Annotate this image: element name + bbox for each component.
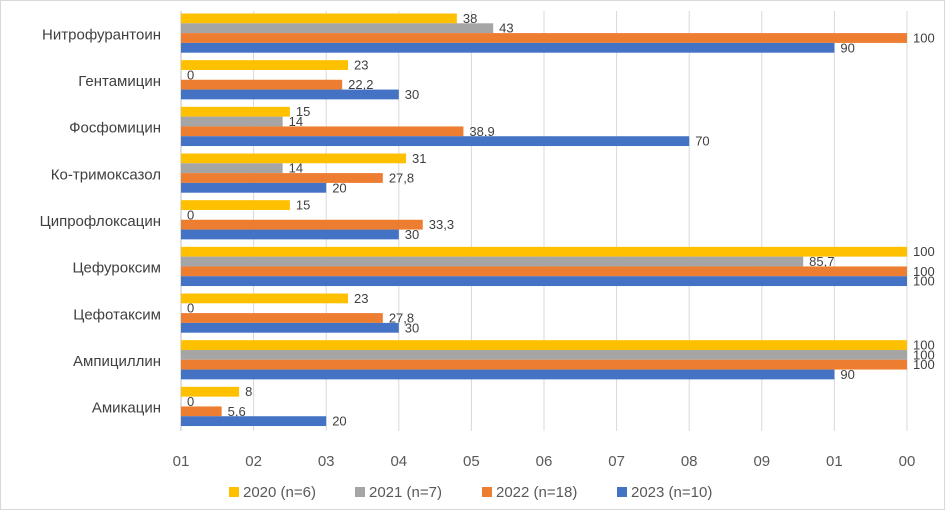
legend-label-2: 2022 (n=18) [496, 484, 577, 501]
x-tick-label-2: 03 [318, 453, 335, 470]
bar-0-6 [181, 293, 348, 304]
data-label-0-7: 100 [913, 338, 935, 353]
category-label-5: Цефуроксим [72, 260, 161, 277]
bar-3-0 [181, 42, 835, 53]
x-tick-label-10: 00 [899, 453, 916, 470]
x-tick-label-4: 05 [463, 453, 480, 470]
bar-3-3 [181, 182, 327, 193]
bar-0-4 [181, 200, 290, 210]
data-label-1-7: 100 [913, 347, 935, 362]
data-label-1-1: 0 [187, 67, 194, 82]
bar-2-8 [181, 406, 222, 417]
x-tick-label-3: 04 [390, 453, 407, 470]
bar-3-8 [181, 416, 327, 427]
bar-0-8 [181, 386, 240, 397]
data-label-1-4: 0 [187, 207, 194, 222]
data-label-1-8: 0 [187, 394, 194, 409]
bar-1-7 [181, 349, 907, 360]
data-label-3-8: 20 [332, 414, 346, 429]
data-label-2-5: 100 [913, 264, 935, 279]
category-label-7: Ампициллин [73, 353, 161, 370]
data-label-0-4: 15 [296, 198, 310, 213]
legend-label-3: 2023 (n=10) [631, 484, 712, 501]
data-label-2-0: 100 [913, 31, 935, 46]
x-tick-label-7: 08 [681, 453, 698, 470]
bar-0-5 [181, 246, 907, 257]
bar-2-6 [181, 313, 383, 323]
legend-label-1: 2021 (n=7) [369, 484, 442, 501]
x-tick-label-1: 02 [245, 453, 262, 470]
bar-0-7 [181, 340, 907, 350]
category-label-4: Ципрофлоксацин [40, 213, 161, 230]
x-tick-label-9: 01 [826, 453, 843, 470]
bar-1-5 [181, 256, 804, 267]
legend-label-0: 2020 (n=6) [243, 484, 316, 501]
legend-swatch-2 [482, 487, 492, 497]
data-label-3-0: 90 [840, 40, 854, 55]
data-label-2-4: 33,3 [429, 217, 454, 232]
category-label-0: Нитрофурантоин [42, 26, 161, 43]
bar-2-2 [181, 126, 464, 137]
x-tick-label-6: 07 [608, 453, 625, 470]
data-label-2-6: 27,8 [389, 311, 414, 326]
bar-3-1 [181, 89, 399, 100]
data-label-0-2: 15 [296, 104, 310, 119]
x-tick-label-0: 01 [173, 453, 190, 470]
category-label-2: Фосфомицин [69, 120, 161, 137]
data-label-1-0: 43 [499, 21, 513, 36]
data-label-1-2: 14 [289, 114, 303, 129]
data-label-2-3: 27,8 [389, 171, 414, 186]
data-label-1-3: 14 [289, 161, 303, 176]
bar-1-0 [181, 23, 494, 34]
category-label-6: Цефотаксим [73, 306, 161, 323]
bar-3-5 [181, 276, 907, 287]
bar-2-7 [181, 359, 907, 370]
data-label-3-3: 20 [332, 180, 346, 195]
bar-0-0 [181, 13, 457, 24]
bar-1-2 [181, 116, 283, 127]
bar-2-0 [181, 33, 907, 43]
data-label-0-5: 100 [913, 244, 935, 259]
data-label-0-8: 8 [245, 384, 252, 399]
legend-swatch-0 [229, 487, 239, 497]
category-label-8: Амикацин [92, 400, 161, 417]
bar-2-1 [181, 79, 343, 90]
legend-swatch-1 [355, 487, 365, 497]
bar-0-2 [181, 106, 290, 117]
bar-3-2 [181, 136, 690, 147]
data-label-2-7: 100 [913, 357, 935, 372]
bar-3-7 [181, 369, 835, 380]
data-label-0-0: 38 [463, 11, 477, 26]
data-label-0-1: 23 [354, 58, 368, 73]
bar-1-3 [181, 163, 283, 174]
data-label-3-1: 30 [405, 87, 419, 102]
bar-2-5 [181, 266, 907, 277]
data-label-2-8: 5,6 [228, 404, 246, 419]
bar-0-3 [181, 153, 407, 164]
data-label-1-5: 85,7 [809, 254, 834, 269]
data-label-3-2: 70 [695, 134, 709, 149]
data-label-3-7: 90 [840, 367, 854, 382]
data-label-1-6: 0 [187, 301, 194, 316]
data-label-2-1: 22,2 [348, 77, 373, 92]
data-label-3-4: 30 [405, 227, 419, 242]
category-label-1: Гентамицин [78, 73, 161, 90]
legend-swatch-3 [617, 487, 627, 497]
bar-0-1 [181, 60, 348, 70]
data-label-0-6: 23 [354, 291, 368, 306]
bar-2-4 [181, 219, 423, 230]
category-label-3: Ко-тримоксазол [51, 166, 161, 183]
bar-2-3 [181, 173, 383, 183]
bar-3-4 [181, 229, 399, 240]
data-label-0-3: 31 [412, 151, 426, 166]
x-tick-label-5: 06 [536, 453, 553, 470]
data-label-3-5: 100 [913, 274, 935, 289]
data-label-3-6: 30 [405, 320, 419, 335]
data-label-2-2: 38,9 [469, 124, 494, 139]
x-tick-label-8: 09 [753, 453, 770, 470]
bar-3-6 [181, 322, 399, 333]
